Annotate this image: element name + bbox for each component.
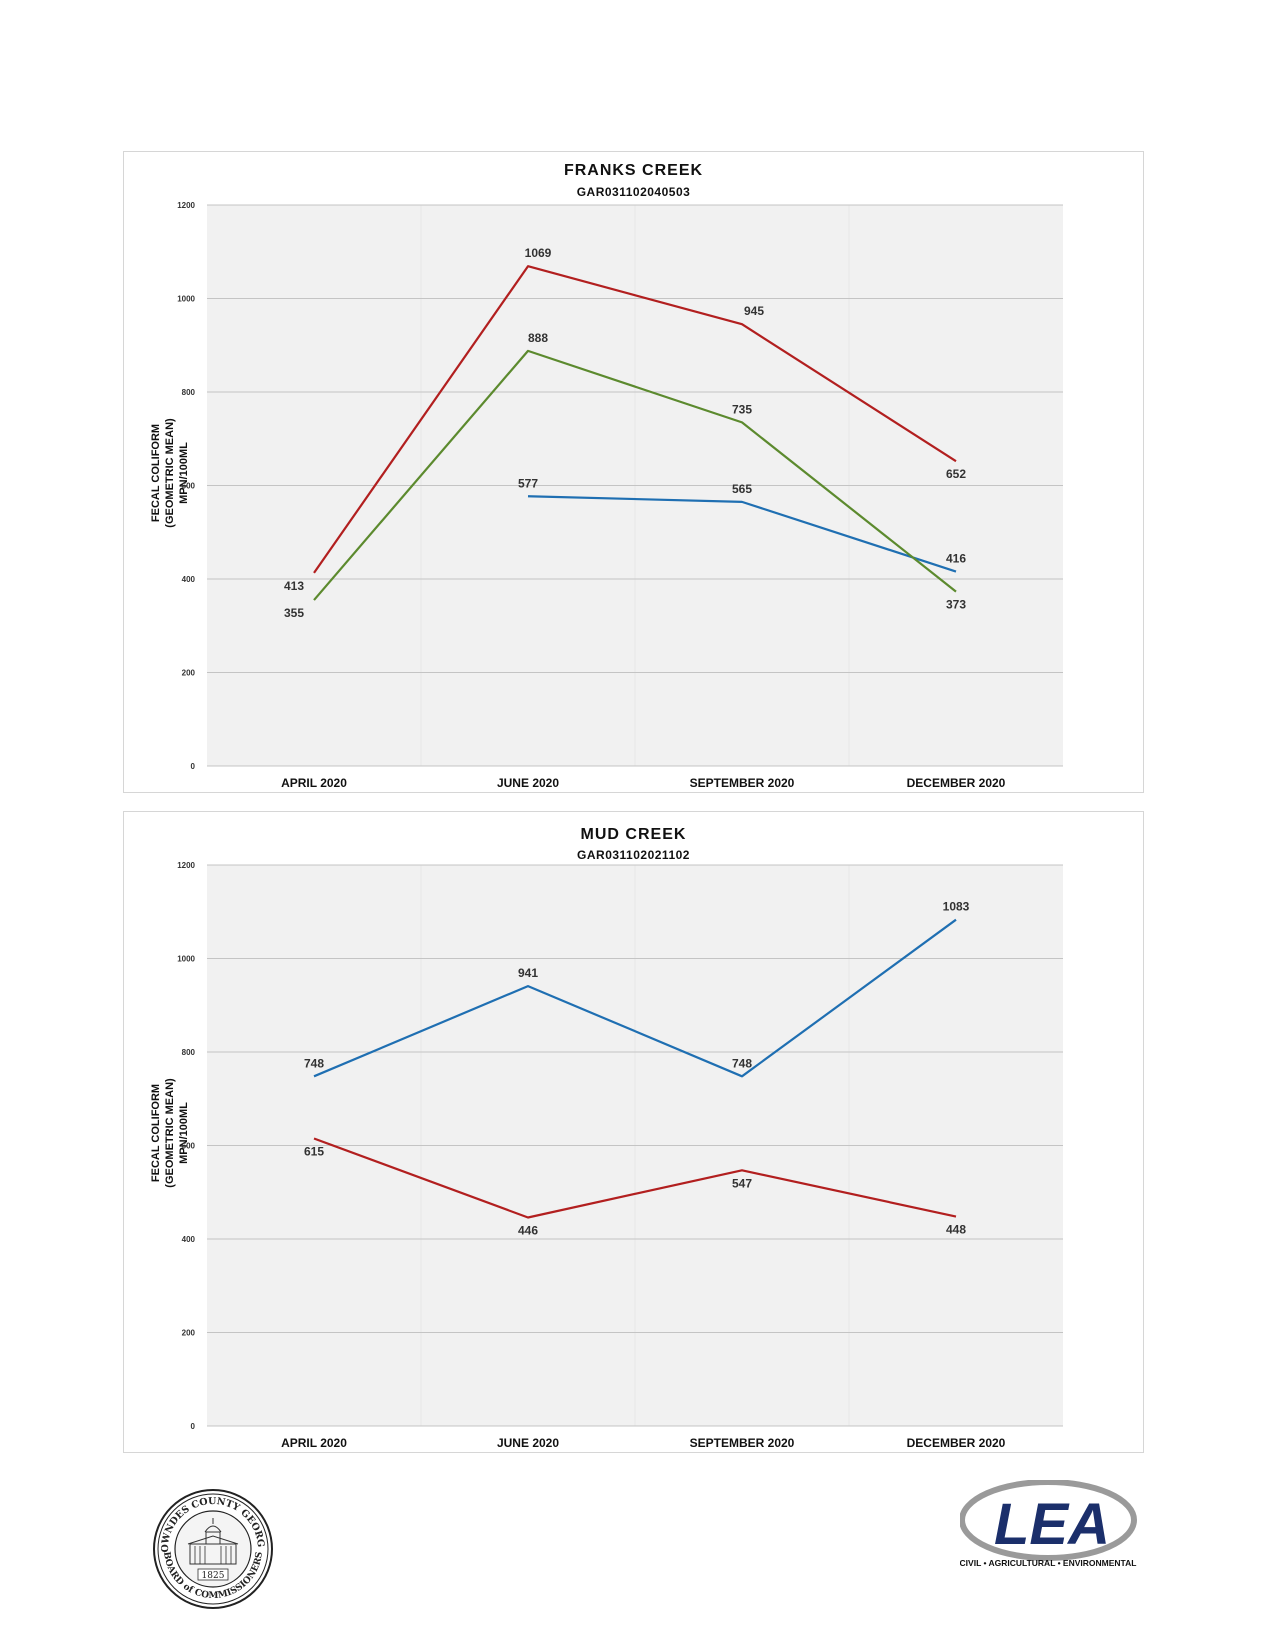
y-tick-label: 200 xyxy=(182,1329,196,1338)
y-tick-label: 1200 xyxy=(177,201,195,210)
chart-franks-creek: FRANKS CREEK GAR031102040503 FECAL COLIF… xyxy=(123,151,1144,793)
y-tick-label: 200 xyxy=(182,669,196,678)
series-line xyxy=(313,1137,957,1219)
chart-plot: 0 200 400 600 800 1000 1200 APRIL 2020 JUNE 2020… xyxy=(177,861,1063,1450)
x-tick-label: APRIL 2020 xyxy=(281,1436,347,1450)
chart-title: FRANKS CREEK xyxy=(563,162,704,179)
svg-text:LEA: LEA xyxy=(994,1492,1110,1557)
x-tick-label: JUNE 2020 xyxy=(497,776,559,790)
data-label: 748 xyxy=(304,1056,324,1070)
series-line xyxy=(313,918,957,1078)
data-label: 446 xyxy=(518,1223,538,1237)
data-label: 547 xyxy=(732,1176,752,1190)
data-label: 615 xyxy=(304,1144,324,1158)
data-label: 735 xyxy=(732,402,752,416)
data-label: 416 xyxy=(946,552,966,566)
data-label: 355 xyxy=(284,606,304,620)
chart-mud-creek: MUD CREEK GAR031102021102 FECAL COLIFORM… xyxy=(123,811,1144,1453)
county-seal-logo: LOWNDES COUNTY GEORGIA BOARD of COMMISSI… xyxy=(152,1488,273,1609)
x-tick-label: SEPTEMBER 2020 xyxy=(690,776,795,790)
series-line xyxy=(313,265,957,574)
data-label: 373 xyxy=(946,598,966,612)
chart-title: MUD CREEK xyxy=(580,826,687,843)
lea-logo: LEA CIVIL • AGRICULTURAL • ENVIRONMENTAL xyxy=(960,1480,1137,1568)
y-tick-label: 600 xyxy=(182,1142,196,1151)
series-line xyxy=(313,349,957,601)
x-tick-label: DECEMBER 2020 xyxy=(907,776,1006,790)
y-tick-label: 1000 xyxy=(177,955,195,964)
data-label: 1069 xyxy=(525,246,552,260)
svg-text:CIVIL • AGRICULTURAL • ENVIRON: CIVIL • AGRICULTURAL • ENVIRONMENTAL xyxy=(960,1558,1136,1568)
y-tick-label: 400 xyxy=(182,1235,196,1244)
svg-text:1825: 1825 xyxy=(202,1571,225,1581)
y-tick-label: 600 xyxy=(182,482,196,491)
data-label: 577 xyxy=(518,476,538,490)
y-tick-label: 1000 xyxy=(177,295,195,304)
y-tick-label: 800 xyxy=(182,388,196,397)
x-tick-label: JUNE 2020 xyxy=(497,1436,559,1450)
data-label: 1083 xyxy=(943,900,970,914)
x-tick-label: DECEMBER 2020 xyxy=(907,1436,1006,1450)
data-label: 448 xyxy=(946,1223,966,1237)
x-tick-label: SEPTEMBER 2020 xyxy=(690,1436,795,1450)
y-tick-label: 0 xyxy=(191,1422,196,1431)
chart-subtitle: GAR031102021102 xyxy=(577,848,690,862)
y-tick-label: 400 xyxy=(182,575,196,584)
data-label: 748 xyxy=(732,1056,752,1070)
series-line xyxy=(527,495,957,573)
y-tick-label: 800 xyxy=(182,1048,196,1057)
chart-subtitle: GAR031102040503 xyxy=(576,185,691,199)
chart-plot: 0 200 400 600 800 1000 1200 APRIL 2020 JUNE 2020… xyxy=(177,201,1063,790)
data-label: 945 xyxy=(744,304,764,318)
x-tick-label: APRIL 2020 xyxy=(281,776,347,790)
y-tick-label: 0 xyxy=(191,762,196,771)
data-label: 652 xyxy=(946,467,966,481)
y-tick-label: 1200 xyxy=(177,861,195,870)
data-label: 941 xyxy=(518,966,538,980)
data-label: 565 xyxy=(732,482,752,496)
data-label: 413 xyxy=(284,579,304,593)
data-label: 888 xyxy=(528,331,548,345)
